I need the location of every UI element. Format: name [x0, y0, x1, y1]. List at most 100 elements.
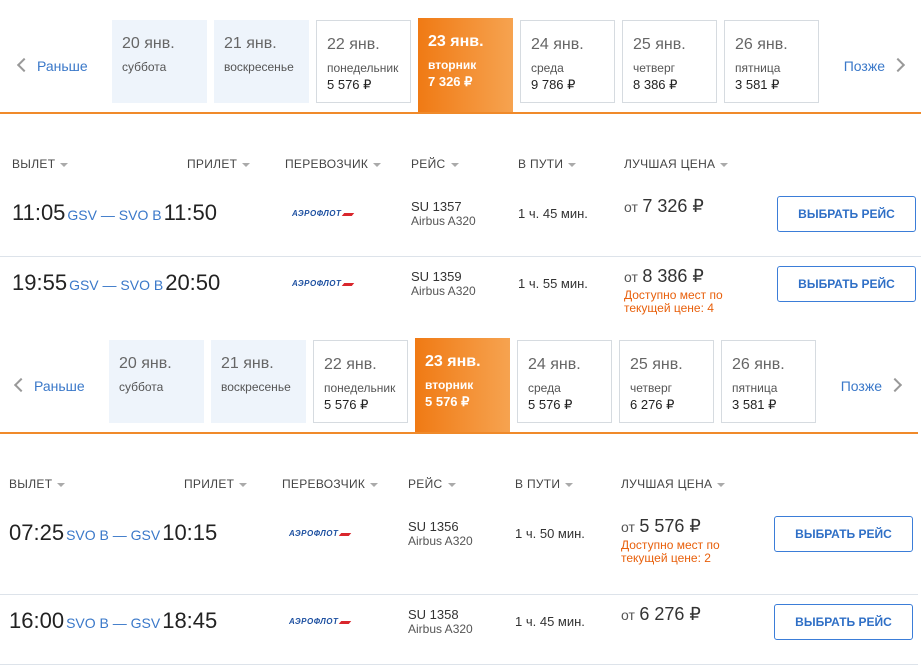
date-cell[interactable]: 26 янв. пятница 3 581 ₽	[721, 340, 816, 423]
duration: 1 ч. 45 мин.	[515, 614, 585, 629]
weekday: суббота	[122, 60, 167, 74]
header-label: РЕЙС	[408, 477, 443, 491]
date-cell[interactable]: 20 янв. суббота	[112, 20, 207, 103]
column-header[interactable]: РЕЙС	[411, 157, 459, 171]
arr-time: 10:15	[162, 520, 218, 545]
select-flight-button[interactable]: ВЫБРАТЬ РЕЙС	[774, 604, 913, 640]
flight-row: 16:00 SVO B — GSV18:45 АЭРОФЛОТ SU 1358 Airb…	[0, 594, 918, 665]
column-header[interactable]: ПРИЛЕТ	[184, 477, 248, 491]
date: 22 янв.	[324, 356, 377, 373]
date: 24 янв.	[528, 356, 581, 373]
date-price: 5 576 ₽	[528, 397, 573, 412]
sort-caret	[720, 163, 729, 171]
date-cell[interactable]: 23 янв. вторник 7 326 ₽	[418, 18, 513, 112]
price-block: от 6 276 ₽	[621, 604, 761, 625]
weekday: среда	[528, 381, 561, 395]
price-prefix: от	[624, 199, 638, 215]
arr-time: 20:50	[165, 270, 221, 295]
next-dates[interactable]: Позже	[843, 57, 907, 74]
sort-caret	[717, 483, 726, 491]
flight-info: SU 1358 Airbus A320	[408, 608, 473, 637]
active-underline	[0, 112, 921, 114]
date-cell[interactable]: 24 янв. среда 9 786 ₽	[520, 20, 615, 103]
weekday: суббота	[119, 380, 164, 394]
aircraft: Airbus A320	[408, 622, 473, 636]
times: 11:05 GSV — SVO B11:50	[12, 200, 217, 226]
price: 5 576 ₽	[639, 516, 701, 536]
header-label: В ПУТИ	[518, 157, 564, 171]
weekday: четверг	[633, 61, 675, 75]
column-header[interactable]: ЛУЧШАЯ ЦЕНА	[624, 157, 729, 171]
route: GSV — SVO B	[69, 277, 164, 293]
date-price: 5 576 ₽	[425, 394, 470, 409]
prev-label: Раньше	[34, 378, 85, 394]
date: 21 янв.	[224, 35, 277, 52]
header-label: ВЫЛЕТ	[12, 157, 56, 171]
date-cell[interactable]: 21 янв. воскресенье	[211, 340, 306, 423]
results-panel: Раньше Позже 20 янв. суббота 21 янв. воскресе…	[0, 320, 918, 665]
column-header[interactable]: ПЕРЕВОЗЧИК	[285, 157, 382, 171]
column-header[interactable]: РЕЙС	[408, 477, 456, 491]
column-header[interactable]: ПРИЛЕТ	[187, 157, 251, 171]
sort-caret	[447, 483, 456, 491]
flight-row: 19:55 GSV — SVO B20:50 АЭРОФЛОТ SU 1359 Airb…	[0, 256, 921, 330]
date-cell[interactable]: 22 янв. понедельник 5 576 ₽	[313, 340, 408, 423]
date-cell[interactable]: 21 янв. воскресенье	[214, 20, 309, 103]
carrier-logo: АЭРОФЛОТ	[289, 529, 352, 538]
header-label: В ПУТИ	[515, 477, 561, 491]
times: 07:25 SVO B — GSV10:15	[9, 520, 217, 546]
route: SVO B — GSV	[66, 615, 161, 631]
flight-number: SU 1359	[411, 269, 462, 284]
weekday: понедельник	[327, 61, 399, 75]
column-header[interactable]: В ПУТИ	[515, 477, 574, 491]
times: 19:55 GSV — SVO B20:50	[12, 270, 220, 296]
duration: 1 ч. 55 мин.	[518, 276, 588, 291]
active-underline	[0, 432, 918, 434]
dep-time: 16:00	[9, 608, 65, 633]
date-price: 8 386 ₽	[633, 77, 678, 92]
column-header[interactable]: ПЕРЕВОЗЧИК	[282, 477, 379, 491]
date-cell[interactable]: 22 янв. понедельник 5 576 ₽	[316, 20, 411, 103]
dep-time: 19:55	[12, 270, 68, 295]
logo-wing	[339, 533, 352, 536]
prev-dates[interactable]: Раньше	[15, 57, 88, 74]
sort-caret	[568, 163, 577, 171]
date: 24 янв.	[531, 36, 584, 53]
date-cell[interactable]: 23 янв. вторник 5 576 ₽	[415, 338, 510, 432]
date-cell[interactable]: 25 янв. четверг 6 276 ₽	[619, 340, 714, 423]
select-flight-button[interactable]: ВЫБРАТЬ РЕЙС	[777, 196, 916, 232]
date: 20 янв.	[122, 35, 175, 52]
weekday: четверг	[630, 381, 672, 395]
next-dates[interactable]: Позже	[841, 377, 904, 394]
seats-note: Доступно мест по текущей цене: 4	[624, 288, 723, 315]
carrier: АЭРОФЛОТ	[292, 279, 342, 288]
select-flight-button[interactable]: ВЫБРАТЬ РЕЙС	[774, 516, 913, 552]
next-label: Позже	[843, 58, 885, 74]
date-price: 7 326 ₽	[428, 74, 473, 89]
flight-row: 11:05 GSV — SVO B11:50 АЭРОФЛОТ SU 1357 Airb…	[0, 186, 921, 257]
date: 21 янв.	[221, 355, 274, 372]
prev-dates[interactable]: Раньше	[12, 377, 85, 394]
weekday: среда	[531, 61, 564, 75]
price-line: от 6 276 ₽	[621, 604, 761, 625]
date-price: 5 576 ₽	[324, 397, 369, 412]
price-prefix: от	[624, 269, 638, 285]
sort-caret	[370, 483, 379, 491]
date-cell[interactable]: 24 янв. среда 5 576 ₽	[517, 340, 612, 423]
date: 25 янв.	[630, 356, 683, 373]
column-header[interactable]: ЛУЧШАЯ ЦЕНА	[621, 477, 726, 491]
date-cell[interactable]: 25 янв. четверг 8 386 ₽	[622, 20, 717, 103]
column-header[interactable]: ВЫЛЕТ	[9, 477, 66, 491]
date-cell[interactable]: 20 янв. суббота	[109, 340, 204, 423]
date-price: 3 581 ₽	[735, 77, 780, 92]
select-flight-button[interactable]: ВЫБРАТЬ РЕЙС	[777, 266, 916, 302]
column-header[interactable]: ВЫЛЕТ	[12, 157, 69, 171]
column-header[interactable]: В ПУТИ	[518, 157, 577, 171]
date-cell[interactable]: 26 янв. пятница 3 581 ₽	[724, 20, 819, 103]
date: 23 янв.	[428, 33, 484, 50]
flight-info: SU 1359 Airbus A320	[411, 269, 476, 299]
duration: 1 ч. 45 мин.	[518, 206, 588, 221]
chevron-left	[13, 377, 29, 393]
carrier: АЭРОФЛОТ	[289, 617, 339, 626]
price-line: от 8 386 ₽	[624, 266, 764, 287]
